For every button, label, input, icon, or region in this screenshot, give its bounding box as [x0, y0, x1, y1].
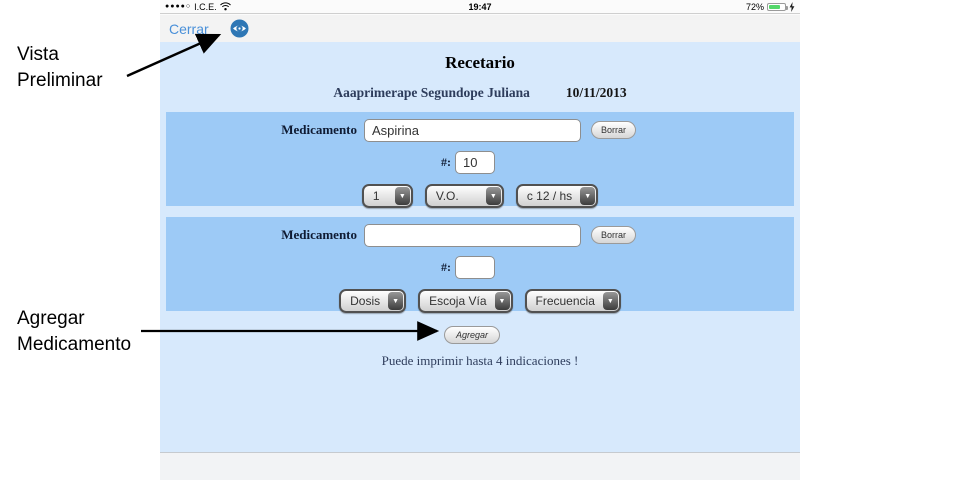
chevron-down-icon: ▼ — [494, 292, 510, 310]
status-left: ●●●●○ I.C.E. — [165, 2, 231, 12]
chevron-down-icon: ▼ — [485, 187, 501, 205]
nav-bar: Cerrar — [160, 15, 800, 42]
medication-name-row: Medicamento Borrar — [166, 117, 794, 143]
clock-label: 19:47 — [468, 1, 492, 12]
frequency-select[interactable]: Frecuencia ▼ — [524, 289, 621, 313]
dropdown-row: Dosis ▼ Escoja Vía ▼ Frecuencia ▼ — [166, 289, 794, 313]
cell-signal-icon: ●●●●○ — [165, 3, 192, 10]
delete-medication-button[interactable]: Borrar — [591, 226, 637, 244]
medicamento-label: Medicamento — [281, 122, 357, 137]
quantity-label: #: — [441, 259, 451, 274]
route-select[interactable]: Escoja Vía ▼ — [418, 289, 513, 313]
battery-percent-label: 72% — [745, 1, 764, 12]
medication-panel-2: Medicamento Borrar #: Dosis ▼ Escoja Vía — [166, 217, 794, 313]
add-medication-row: Agregar — [152, 326, 792, 344]
route-select[interactable]: V.O. ▼ — [424, 184, 504, 208]
recetario-form: Recetario Aaaprimerape Segundope Juliana… — [160, 42, 800, 452]
dose-select[interactable]: 1 ▼ — [361, 184, 413, 208]
app-window: ●●●●○ I.C.E. 19:47 72% Cer — [160, 0, 800, 480]
quantity-input[interactable] — [455, 150, 495, 174]
wifi-icon — [219, 2, 231, 11]
chevron-down-icon: ▼ — [602, 292, 618, 310]
quantity-row: #: — [154, 254, 782, 280]
visit-date: 10/11/2013 — [565, 85, 627, 100]
medication-name-row: Medicamento Borrar — [166, 222, 794, 248]
quantity-row: #: — [154, 149, 782, 175]
medication-panel-1: Medicamento Borrar #: 1 ▼ V.O. ▼ — [166, 112, 794, 208]
battery-icon — [767, 2, 788, 11]
print-limit-note: Puede imprimir hasta 4 indicaciones ! — [381, 353, 579, 368]
quantity-label: #: — [441, 154, 451, 169]
medication-name-input[interactable] — [364, 118, 581, 142]
dose-select[interactable]: Dosis ▼ — [339, 289, 407, 313]
status-right: 72% — [745, 1, 795, 12]
eye-icon — [230, 19, 249, 38]
chevron-down-icon: ▼ — [388, 292, 404, 310]
close-button[interactable]: Cerrar — [169, 20, 209, 37]
medication-name-input[interactable] — [364, 223, 581, 247]
status-bar: ●●●●○ I.C.E. 19:47 72% — [160, 0, 800, 14]
frequency-select[interactable]: c 12 / hs ▼ — [515, 184, 599, 208]
charging-bolt-icon — [789, 1, 795, 12]
annotation-vista-preliminar: Vista Preliminar — [17, 44, 103, 91]
patient-row: Aaaprimerape Segundope Juliana 10/11/201… — [160, 85, 800, 101]
preview-button[interactable] — [230, 19, 249, 38]
dropdown-row: 1 ▼ V.O. ▼ c 12 / hs ▼ — [166, 184, 794, 208]
window-footer — [160, 452, 800, 480]
page-title: Recetario — [445, 53, 515, 72]
add-medication-button[interactable]: Agregar — [443, 326, 501, 344]
medicamento-label: Medicamento — [281, 227, 357, 242]
carrier-label: I.C.E. — [194, 1, 217, 12]
chevron-down-icon: ▼ — [394, 187, 410, 205]
chevron-down-icon: ▼ — [580, 187, 596, 205]
delete-medication-button[interactable]: Borrar — [591, 121, 637, 139]
annotation-agregar-medicamento: Agregar Medicamento — [17, 308, 132, 355]
quantity-input[interactable] — [455, 255, 495, 279]
patient-name: Aaaprimerape Segundope Juliana — [333, 85, 530, 100]
